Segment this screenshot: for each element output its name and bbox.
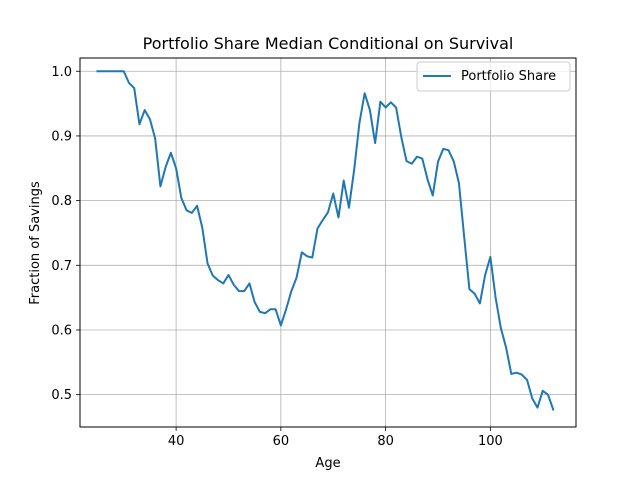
x-axis: 40 60 80 100 — [168, 427, 503, 449]
x-tick-label: 80 — [377, 434, 394, 449]
y-tick-label: 1.0 — [51, 65, 72, 80]
x-tick-label: 40 — [168, 434, 185, 449]
chart-title: Portfolio Share Median Conditional on Su… — [143, 34, 514, 53]
series-layer — [96, 70, 555, 411]
series-line-portfolio-share — [96, 70, 555, 411]
legend: Portfolio Share — [416, 61, 571, 92]
legend-label: Portfolio Share — [461, 69, 556, 84]
y-axis-label: Fraction of Savings — [28, 181, 43, 305]
y-tick-label: 0.7 — [51, 259, 72, 274]
y-axis: 0.5 0.6 0.7 0.8 0.9 1.0 — [51, 65, 80, 403]
y-tick-label: 0.9 — [51, 129, 72, 144]
x-tick-label: 60 — [273, 434, 290, 449]
y-tick-label: 0.5 — [51, 388, 72, 403]
x-axis-label: Age — [315, 456, 340, 471]
x-tick-label: 100 — [478, 434, 503, 449]
y-tick-label: 0.8 — [51, 194, 72, 209]
y-tick-label: 0.6 — [51, 323, 72, 338]
legend-frame — [416, 61, 571, 92]
plot-frame — [79, 57, 577, 428]
